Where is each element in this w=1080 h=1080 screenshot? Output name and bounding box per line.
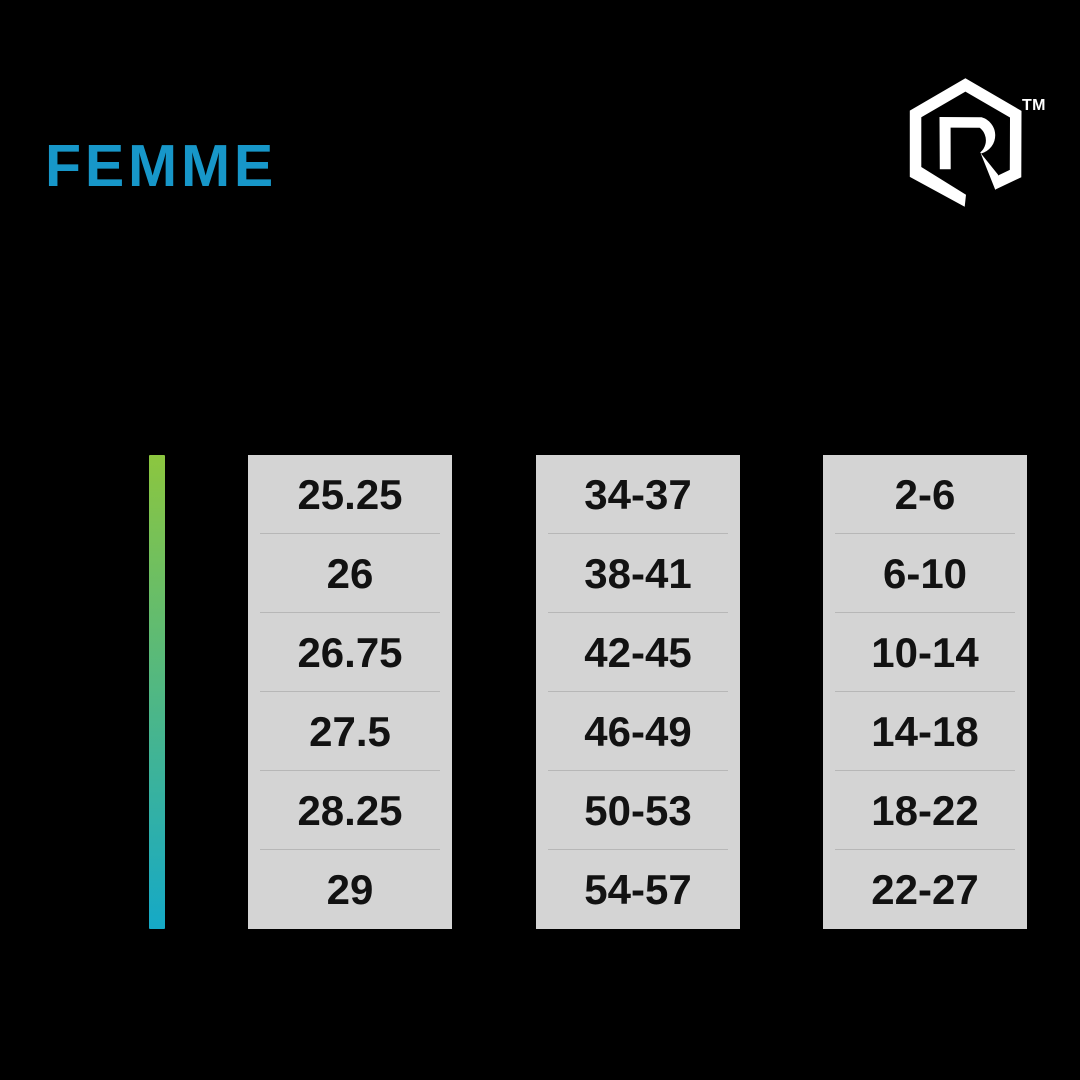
svg-text:TM: TM [1022, 97, 1046, 114]
